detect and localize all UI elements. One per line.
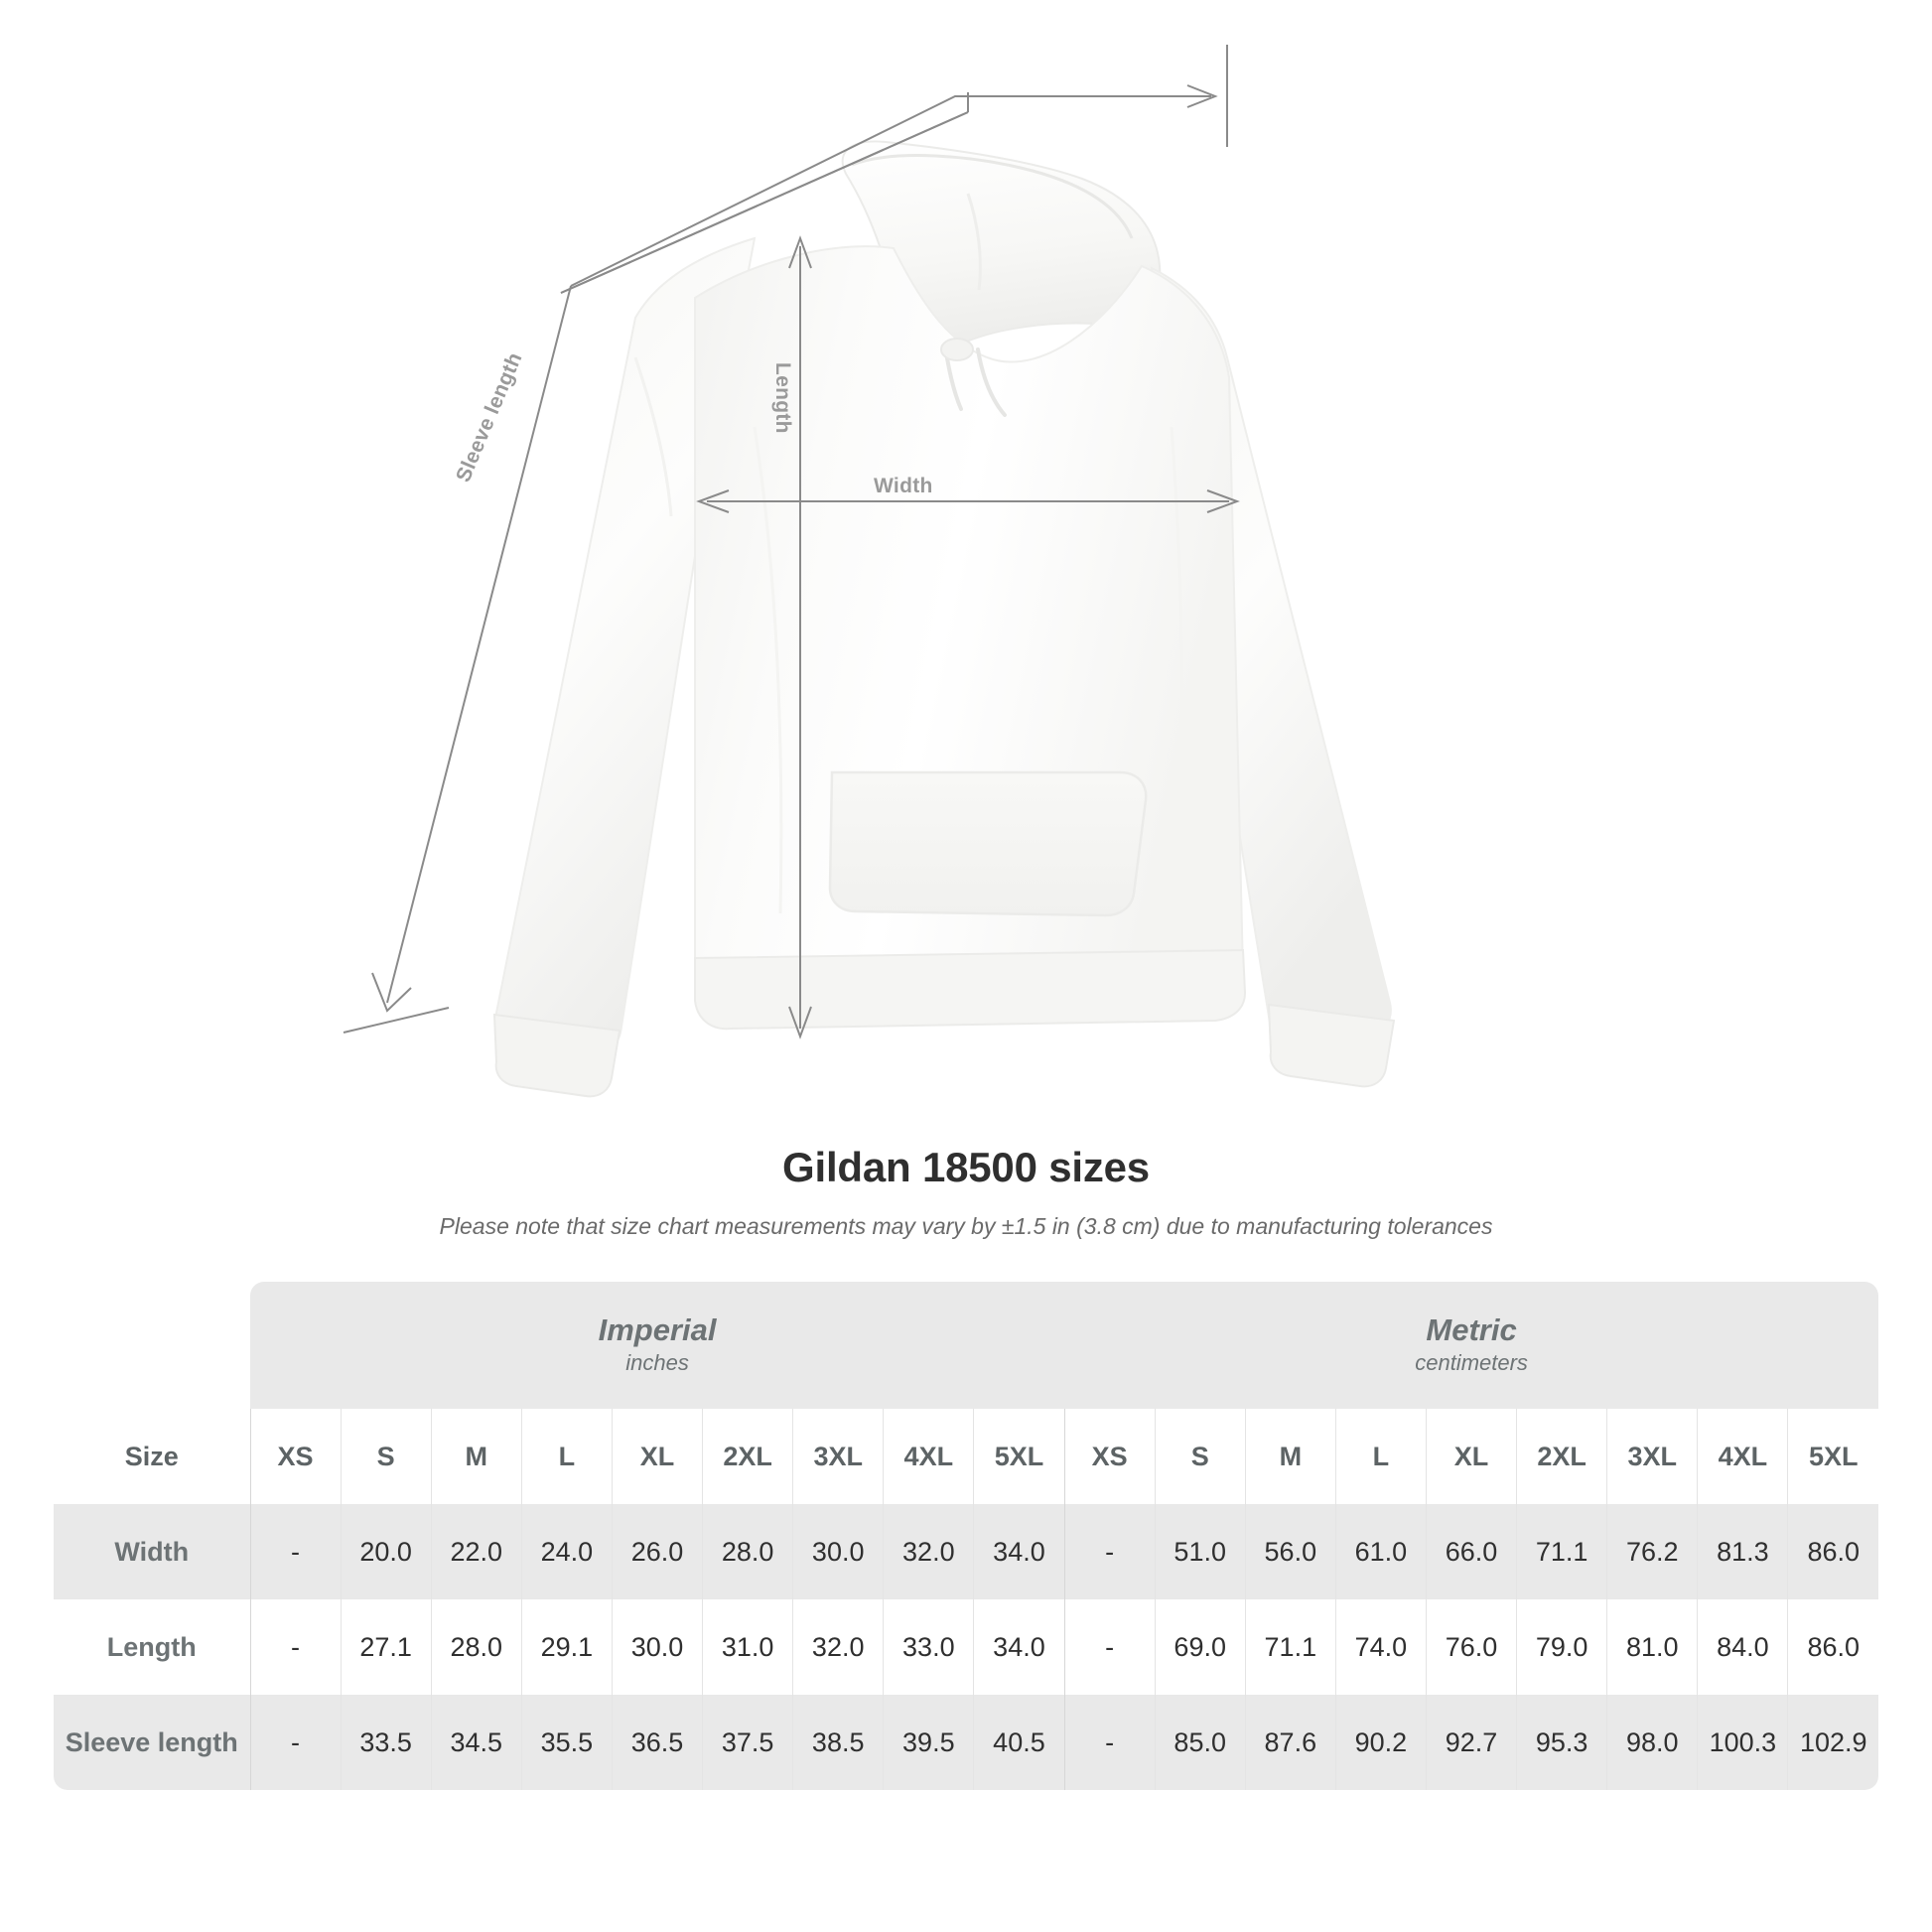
cell-imperial-sleeve-length-2xl: 37.5 <box>702 1695 793 1790</box>
cell-metric-sleeve-length-2xl: 95.3 <box>1516 1695 1607 1790</box>
cell-metric-sleeve-length-s: 85.0 <box>1154 1695 1246 1790</box>
size-header-row: Size XS S M L XL 2XL 3XL 4XL 5XL XS S M L XL 2XL 3XL 4XL 5… <box>54 1409 1879 1504</box>
cell-metric-sleeve-length-xl: 92.7 <box>1425 1695 1517 1790</box>
length-measure-label: Length <box>771 362 794 434</box>
cell-imperial-length-xs: - <box>249 1599 342 1695</box>
size-header-metric-m: M <box>1244 1409 1336 1504</box>
cell-imperial-sleeve-length-l: 35.5 <box>520 1695 613 1790</box>
size-header-metric-l: L <box>1334 1409 1427 1504</box>
size-header-imperial-l: L <box>520 1409 613 1504</box>
size-chart-table-wrap: Imperial inches Metric centimeters Size XS S M L… <box>54 1282 1879 1790</box>
size-header-imperial-5xl: 5XL <box>973 1409 1065 1504</box>
hoodie-illustration <box>492 140 1396 1098</box>
cell-imperial-length-3xl: 32.0 <box>792 1599 884 1695</box>
cell-imperial-width-xs: - <box>249 1504 342 1599</box>
width-measure-label: Width <box>874 475 933 497</box>
size-header-metric-2xl: 2XL <box>1516 1409 1607 1504</box>
page-title: Gildan 18500 sizes <box>782 1144 1150 1190</box>
cell-imperial-length-4xl: 33.0 <box>883 1599 974 1695</box>
table-row: Length -27.1 28.0 29.1 30.0 31.0 32.0 33.0 34.0-… <box>54 1599 1879 1695</box>
size-header-imperial-3xl: 3XL <box>792 1409 884 1504</box>
cell-metric-length-4xl: 84.0 <box>1697 1599 1788 1695</box>
table-row: Sleeve length -33.5 34.5 35.5 36.5 37.5 38.5 39… <box>54 1695 1879 1790</box>
table-row: Width -20.0 22.0 24.0 26.0 28.0 30.0 32.0 34.0-5… <box>54 1504 1879 1599</box>
unit-name-imperial: Imperial <box>598 1311 717 1347</box>
cell-metric-width-3xl: 76.2 <box>1606 1504 1698 1599</box>
cell-metric-length-xl: 76.0 <box>1425 1599 1517 1695</box>
cell-imperial-length-s: 27.1 <box>340 1599 432 1695</box>
cell-metric-sleeve-length-4xl: 100.3 <box>1697 1695 1788 1790</box>
cell-metric-length-xs: - <box>1063 1599 1156 1695</box>
cell-metric-length-2xl: 79.0 <box>1516 1599 1607 1695</box>
cell-imperial-sleeve-length-xl: 36.5 <box>611 1695 703 1790</box>
size-header-imperial-4xl: 4XL <box>883 1409 974 1504</box>
size-header-metric-5xl: 5XL <box>1787 1409 1879 1504</box>
cell-metric-width-2xl: 71.1 <box>1516 1504 1607 1599</box>
size-header-metric-3xl: 3XL <box>1606 1409 1698 1504</box>
size-header-imperial-xs: XS <box>249 1409 342 1504</box>
cell-imperial-width-2xl: 28.0 <box>702 1504 793 1599</box>
cell-imperial-width-5xl: 34.0 <box>973 1504 1065 1599</box>
size-header-imperial-s: S <box>340 1409 432 1504</box>
cell-metric-width-4xl: 81.3 <box>1697 1504 1788 1599</box>
row-header-sleeve-length: Sleeve length <box>54 1695 250 1790</box>
cell-imperial-width-s: 20.0 <box>340 1504 432 1599</box>
row-header-size: Size <box>54 1409 250 1504</box>
cell-metric-sleeve-length-xs: - <box>1063 1695 1156 1790</box>
measurement-lines <box>343 45 1240 1039</box>
title-block: Gildan 18500 sizes Please note that size… <box>0 1132 1932 1240</box>
size-header-metric-xl: XL <box>1425 1409 1517 1504</box>
cell-imperial-length-2xl: 31.0 <box>702 1599 793 1695</box>
cell-metric-length-l: 74.0 <box>1334 1599 1427 1695</box>
cell-imperial-length-l: 29.1 <box>520 1599 613 1695</box>
cell-metric-width-l: 61.0 <box>1334 1504 1427 1599</box>
cell-metric-length-m: 71.1 <box>1244 1599 1336 1695</box>
cell-imperial-sleeve-length-s: 33.5 <box>340 1695 432 1790</box>
size-header-metric-4xl: 4XL <box>1697 1409 1788 1504</box>
cell-imperial-width-xl: 26.0 <box>611 1504 703 1599</box>
unit-sub-metric: centimeters <box>1415 1350 1528 1376</box>
cell-metric-width-xl: 66.0 <box>1425 1504 1517 1599</box>
cell-metric-sleeve-length-3xl: 98.0 <box>1606 1695 1698 1790</box>
cell-imperial-width-4xl: 32.0 <box>883 1504 974 1599</box>
tolerance-note: Please note that size chart measurements… <box>439 1213 1493 1239</box>
cell-imperial-length-m: 28.0 <box>430 1599 522 1695</box>
garment-diagram: Length Width Sleeve length <box>343 45 1396 1098</box>
cell-metric-sleeve-length-m: 87.6 <box>1244 1695 1336 1790</box>
cell-metric-length-3xl: 81.0 <box>1606 1599 1698 1695</box>
cell-metric-length-s: 69.0 <box>1154 1599 1246 1695</box>
cell-imperial-sleeve-length-3xl: 38.5 <box>792 1695 884 1790</box>
size-header-imperial-m: M <box>430 1409 522 1504</box>
row-header-width: Width <box>54 1504 250 1599</box>
cell-metric-width-s: 51.0 <box>1154 1504 1246 1599</box>
unit-name-metric: Metric <box>1426 1311 1517 1347</box>
cell-imperial-sleeve-length-xs: - <box>249 1695 342 1790</box>
size-header-metric-xs: XS <box>1063 1409 1156 1504</box>
cell-metric-sleeve-length-l: 90.2 <box>1334 1695 1427 1790</box>
cell-metric-width-5xl: 86.0 <box>1787 1504 1879 1599</box>
unit-header-imperial: Imperial inches <box>250 1282 1065 1409</box>
size-header-metric-s: S <box>1154 1409 1246 1504</box>
unit-header-metric: Metric centimeters <box>1064 1282 1879 1409</box>
cell-imperial-length-xl: 30.0 <box>611 1599 703 1695</box>
cell-imperial-length-5xl: 34.0 <box>973 1599 1065 1695</box>
cell-imperial-sleeve-length-5xl: 40.5 <box>973 1695 1065 1790</box>
cell-metric-length-5xl: 86.0 <box>1787 1599 1879 1695</box>
cell-metric-width-xs: - <box>1063 1504 1156 1599</box>
row-header-length: Length <box>54 1599 250 1695</box>
unit-banner-spacer <box>54 1282 250 1409</box>
size-header-imperial-xl: XL <box>611 1409 703 1504</box>
size-chart-table: Imperial inches Metric centimeters Size XS S M L… <box>54 1282 1879 1790</box>
cell-imperial-width-m: 22.0 <box>430 1504 522 1599</box>
cell-imperial-width-3xl: 30.0 <box>792 1504 884 1599</box>
cell-metric-width-m: 56.0 <box>1244 1504 1336 1599</box>
unit-banner-row: Imperial inches Metric centimeters <box>54 1282 1879 1409</box>
cell-imperial-sleeve-length-m: 34.5 <box>430 1695 522 1790</box>
size-header-imperial-2xl: 2XL <box>702 1409 793 1504</box>
unit-sub-imperial: inches <box>625 1350 689 1376</box>
cell-imperial-width-l: 24.0 <box>520 1504 613 1599</box>
cell-metric-sleeve-length-5xl: 102.9 <box>1787 1695 1879 1790</box>
cell-imperial-sleeve-length-4xl: 39.5 <box>883 1695 974 1790</box>
